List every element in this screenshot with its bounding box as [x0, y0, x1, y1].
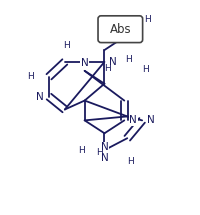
Text: N: N	[80, 58, 88, 68]
Text: Abs: Abs	[109, 23, 130, 36]
Text: H: H	[27, 72, 34, 81]
FancyBboxPatch shape	[98, 16, 142, 43]
Text: N: N	[100, 153, 108, 163]
Text: H: H	[96, 148, 102, 157]
Text: H: H	[78, 146, 84, 155]
Text: N: N	[129, 115, 136, 125]
Text: N: N	[100, 142, 108, 152]
Text: H: H	[125, 55, 131, 64]
Text: N: N	[146, 115, 154, 125]
Text: N: N	[109, 57, 117, 67]
Text: H: H	[141, 65, 148, 74]
Text: H: H	[104, 64, 111, 73]
Text: N: N	[36, 92, 44, 102]
Text: H: H	[63, 41, 70, 50]
Text: H: H	[127, 157, 133, 166]
Text: H: H	[143, 15, 150, 24]
